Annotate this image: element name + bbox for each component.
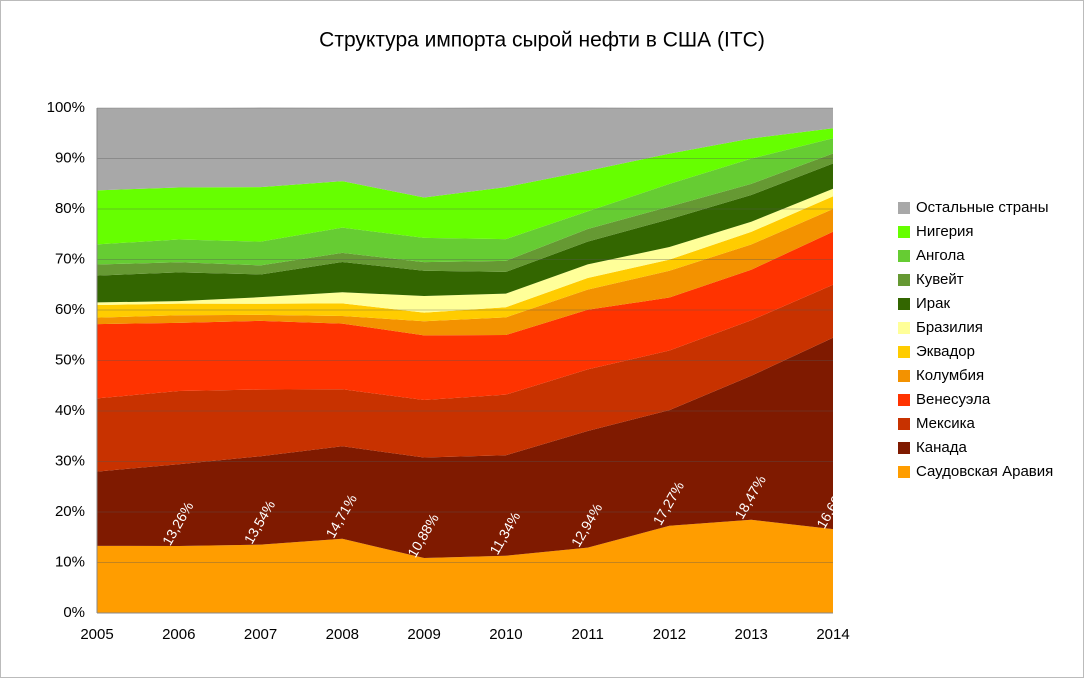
legend-swatch — [898, 442, 910, 454]
legend-swatch — [898, 370, 910, 382]
x-tick-label: 2010 — [489, 626, 522, 643]
x-tick-label: 2009 — [407, 626, 440, 643]
legend-label: Канада — [916, 439, 967, 456]
y-tick-label: 80% — [55, 200, 85, 217]
area — [97, 163, 833, 303]
area — [97, 128, 833, 245]
chart-title: Структура импорта сырой нефти в США (ITC… — [319, 29, 765, 52]
y-tick-label: 50% — [55, 351, 85, 368]
y-tick-label: 70% — [55, 250, 85, 267]
area — [97, 196, 833, 322]
area — [97, 138, 833, 266]
area — [97, 153, 833, 276]
legend-label: Саудовская Аравия — [916, 463, 1053, 480]
area — [97, 209, 833, 336]
x-tick-label: 2005 — [80, 626, 113, 643]
legend-label: Эквадор — [916, 343, 975, 360]
legend-swatch — [898, 274, 910, 286]
y-tick-label: 100% — [47, 99, 85, 116]
x-tick-label: 2013 — [735, 626, 768, 643]
x-tick-label: 2007 — [244, 626, 277, 643]
x-tick-label: 2011 — [572, 626, 604, 643]
y-tick-label: 0% — [63, 604, 85, 621]
area — [97, 188, 833, 313]
y-tick-label: 40% — [55, 402, 85, 419]
legend-swatch — [898, 250, 910, 262]
legend-label: Нигерия — [916, 223, 974, 240]
area — [97, 231, 833, 400]
legend-swatch — [898, 226, 910, 238]
legend-label: Бразилия — [916, 319, 983, 336]
area — [97, 519, 833, 613]
y-tick-label: 20% — [55, 503, 85, 520]
legend-swatch — [898, 346, 910, 358]
x-tick-label: 2014 — [816, 626, 849, 643]
legend-swatch — [898, 418, 910, 430]
legend-label: Колумбия — [916, 367, 984, 384]
x-tick-label: 2012 — [653, 626, 686, 643]
legend-swatch — [898, 466, 910, 478]
x-tick-label: 2006 — [162, 626, 195, 643]
y-tick-label: 30% — [55, 452, 85, 469]
legend-swatch — [898, 394, 910, 406]
legend-label: Ирак — [916, 295, 950, 312]
area — [97, 337, 833, 559]
legend-label: Мексика — [916, 415, 976, 432]
x-tick-label: 2008 — [326, 626, 359, 643]
y-tick-label: 90% — [55, 149, 85, 166]
legend-label: Остальные страны — [916, 199, 1048, 216]
legend-swatch — [898, 298, 910, 310]
legend-label: Венесуэла — [916, 391, 991, 408]
legend-label: Ангола — [916, 247, 965, 264]
legend-label: Кувейт — [916, 271, 964, 288]
legend-swatch — [898, 202, 910, 214]
y-tick-label: 60% — [55, 301, 85, 318]
y-tick-label: 10% — [55, 553, 85, 570]
legend-swatch — [898, 322, 910, 334]
area — [97, 284, 833, 472]
area — [97, 107, 833, 198]
